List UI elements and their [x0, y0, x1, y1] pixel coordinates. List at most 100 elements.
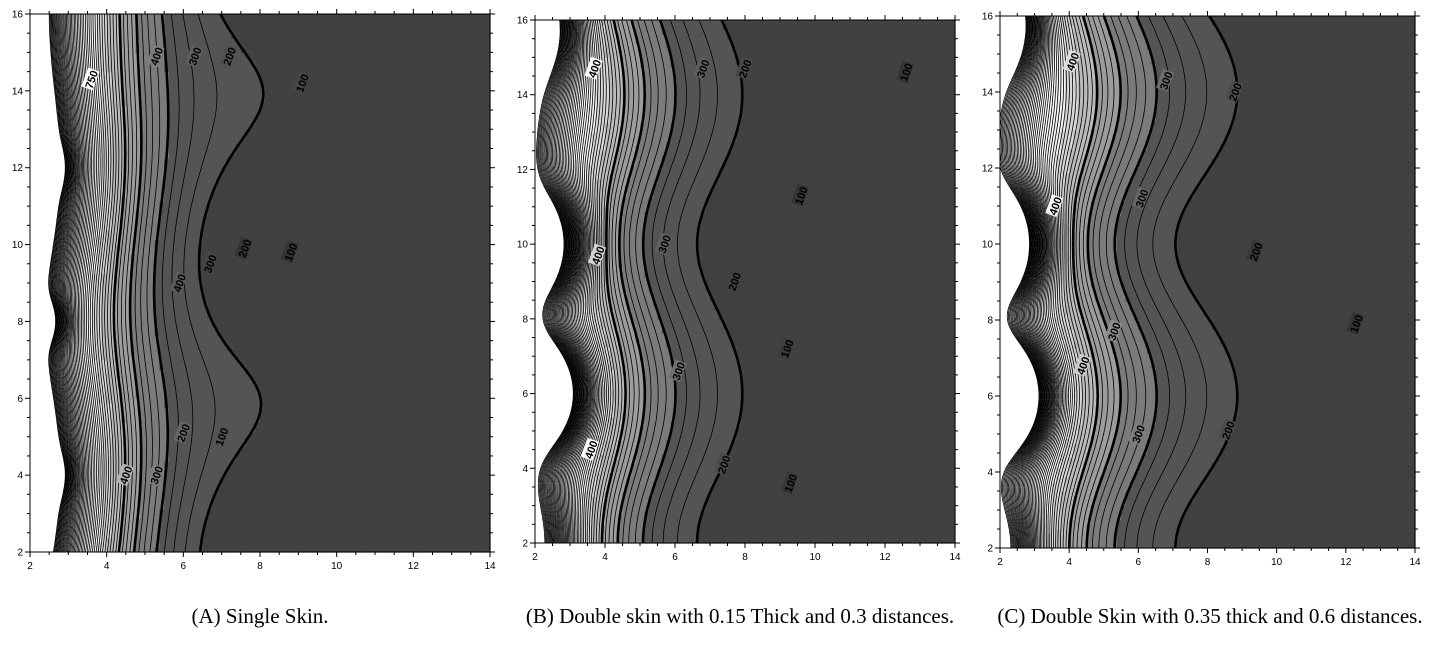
contour-line-950 — [562, 19, 589, 544]
contour-line-1350 — [1004, 15, 1043, 549]
y-tick-label: 10 — [517, 240, 529, 251]
contour-value-label: 300 — [657, 234, 675, 255]
y-tick-label: 6 — [987, 392, 993, 403]
contour-line-925 — [71, 14, 84, 553]
contour-label-bg — [184, 44, 203, 68]
y-tick-label: 8 — [522, 314, 528, 325]
contour-line-575 — [94, 13, 107, 553]
contour-line-150 — [1136, 15, 1187, 549]
contour-line-1400 — [1002, 15, 1042, 549]
contour-value-label: 200 — [1248, 241, 1266, 262]
contour-line-1350 — [53, 14, 70, 553]
contour-label-bg — [146, 463, 165, 487]
contour-value-label: 400 — [587, 58, 605, 79]
contour-line-500 — [101, 13, 114, 553]
contour-label-bg — [588, 243, 607, 267]
contour-value-label: 400 — [118, 465, 136, 486]
contour-label-bg — [173, 421, 192, 444]
contour-line-875 — [73, 14, 87, 553]
contour-label-bg — [234, 236, 253, 260]
x-tick-label: 12 — [1340, 557, 1352, 568]
contour-value-label: 100 — [779, 338, 797, 359]
contour-line-500 — [1057, 15, 1083, 548]
contour-line-1050 — [65, 14, 79, 553]
y-tick-label: 4 — [987, 468, 993, 479]
contour-value-label: 400 — [1047, 196, 1065, 217]
y-tick-label: 16 — [517, 16, 529, 27]
contour-line-150 — [171, 13, 195, 553]
contour-line-875 — [566, 19, 591, 543]
contour-line-275 — [1092, 15, 1129, 549]
contour-line-975 — [1026, 15, 1054, 548]
contour-value-label: 200 — [1227, 82, 1245, 103]
contour-line-300 — [1085, 15, 1122, 548]
contour-line-1425 — [539, 19, 576, 544]
contour-line-925 — [1029, 15, 1056, 549]
contour-line-1400 — [51, 14, 68, 553]
contour-line-600 — [583, 19, 606, 543]
contour-line-925 — [563, 20, 590, 543]
contour-line-1000 — [67, 13, 81, 553]
contour-chart-c: 2 4 6 8 10 12 14 2 4 6 8 10 12 14 16 400 300 200 300 400 200… — [982, 11, 1421, 568]
contour-line-1300 — [55, 14, 71, 553]
contour-line-700 — [576, 19, 599, 543]
contour-line-725 — [82, 14, 96, 553]
contour-line-1425 — [50, 14, 68, 553]
contour-value-label: 400 — [172, 273, 190, 294]
x-tick-label: 14 — [1409, 557, 1421, 568]
contour-line-1225 — [548, 19, 581, 543]
contour-line-1000 — [560, 19, 587, 543]
contour-label-bg — [581, 437, 600, 461]
contour-line-900 — [565, 19, 591, 543]
contour-value-label: 400 — [149, 46, 167, 67]
contour-label-bg — [1156, 68, 1175, 92]
contour-label-bg — [115, 463, 134, 487]
contour-line-1075 — [64, 14, 78, 553]
contour-label-bg — [735, 56, 754, 80]
contour-line-1475 — [999, 15, 1040, 549]
contour-line-900 — [1030, 15, 1057, 548]
contour-line-375 — [604, 19, 630, 544]
x-tick-label: 6 — [181, 561, 187, 572]
contour-line-625 — [581, 19, 604, 543]
contour-line-225 — [146, 13, 161, 553]
contour-label-bg — [791, 183, 810, 207]
contour-line-425 — [1065, 15, 1094, 548]
contour-line-200 — [152, 13, 170, 553]
contour-label-bg — [584, 56, 603, 80]
contour-line-400 — [1068, 15, 1099, 548]
contour-line-600 — [91, 14, 105, 553]
contour-line-375 — [1072, 15, 1103, 548]
contour-label-bg — [1245, 239, 1265, 263]
contour-line-1300 — [544, 19, 579, 543]
x-tick-label: 2 — [997, 557, 1003, 568]
contour-line-525 — [98, 14, 112, 553]
contour-label-bg — [169, 271, 188, 295]
contour-line-325 — [125, 13, 138, 553]
y-tick-label: 4 — [522, 464, 528, 475]
contour-line-950 — [69, 14, 83, 553]
contour-line-1275 — [545, 19, 579, 543]
contour-line-200 — [641, 19, 677, 544]
x-tick-label: 2 — [532, 552, 538, 563]
contour-line-550 — [96, 14, 109, 553]
caption-b: (B) Double skin with 0.15 Thick and 0.3 … — [520, 600, 960, 632]
contour-line-1075 — [556, 19, 585, 544]
contour-line-1325 — [54, 14, 70, 553]
contour-value-label: 200 — [221, 46, 239, 67]
y-tick-label: 14 — [12, 86, 24, 97]
contour-fill — [1000, 16, 1416, 549]
contour-label-bg — [1073, 353, 1092, 377]
contour-value-label: 300 — [1130, 424, 1148, 445]
contour-value-label: 100 — [793, 185, 811, 206]
x-tick-label: 4 — [602, 552, 608, 563]
y-tick-label: 10 — [982, 240, 994, 251]
contour-line-700 — [84, 14, 97, 553]
contour-label-bg — [1346, 312, 1365, 335]
contour-line-700 — [1042, 15, 1066, 548]
contour-line-450 — [595, 19, 620, 543]
contour-line-300 — [616, 19, 647, 543]
contour-line-1175 — [550, 19, 582, 544]
contour-line-250 — [1098, 15, 1137, 549]
contour-value-label: 200 — [737, 58, 755, 79]
